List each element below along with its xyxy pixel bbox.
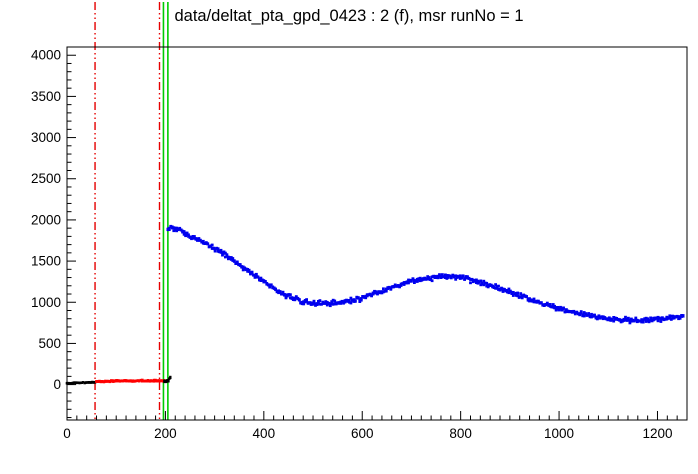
series-musr-data-blue	[166, 224, 685, 325]
plot-frame	[66, 46, 688, 421]
x-tick-label: 0	[63, 426, 71, 441]
y-tick-label: 2000	[31, 212, 61, 227]
x-tick-label: 800	[449, 426, 472, 441]
y-tick-label: 3500	[31, 89, 61, 104]
y-tick-label: 4000	[31, 48, 61, 63]
y-tick-label: 3000	[31, 130, 61, 145]
x-tick-label: 200	[154, 426, 177, 441]
y-tick-label: 1500	[31, 254, 61, 269]
x-tick-label: 600	[351, 426, 374, 441]
series-t0-region-black	[163, 375, 172, 384]
y-tick-label: 0	[53, 377, 61, 392]
x-tick-label: 400	[253, 426, 276, 441]
axis-labels: 0 500 1000 1500 2000 2500 3000 3500 4000 0 200 400 6…	[31, 48, 673, 441]
axes-ticks	[66, 54, 678, 420]
series-background-window-red	[95, 378, 166, 384]
series-pre-window-black	[65, 380, 97, 385]
y-tick-label: 2500	[31, 171, 61, 186]
y-tick-label: 1000	[31, 295, 61, 310]
x-tick-label: 1000	[544, 426, 574, 441]
x-tick-label: 1200	[642, 426, 672, 441]
y-tick-label: 500	[38, 336, 61, 351]
chart-title: data/deltat_pta_gpd_0423 : 2 (f), msr ru…	[174, 7, 524, 25]
